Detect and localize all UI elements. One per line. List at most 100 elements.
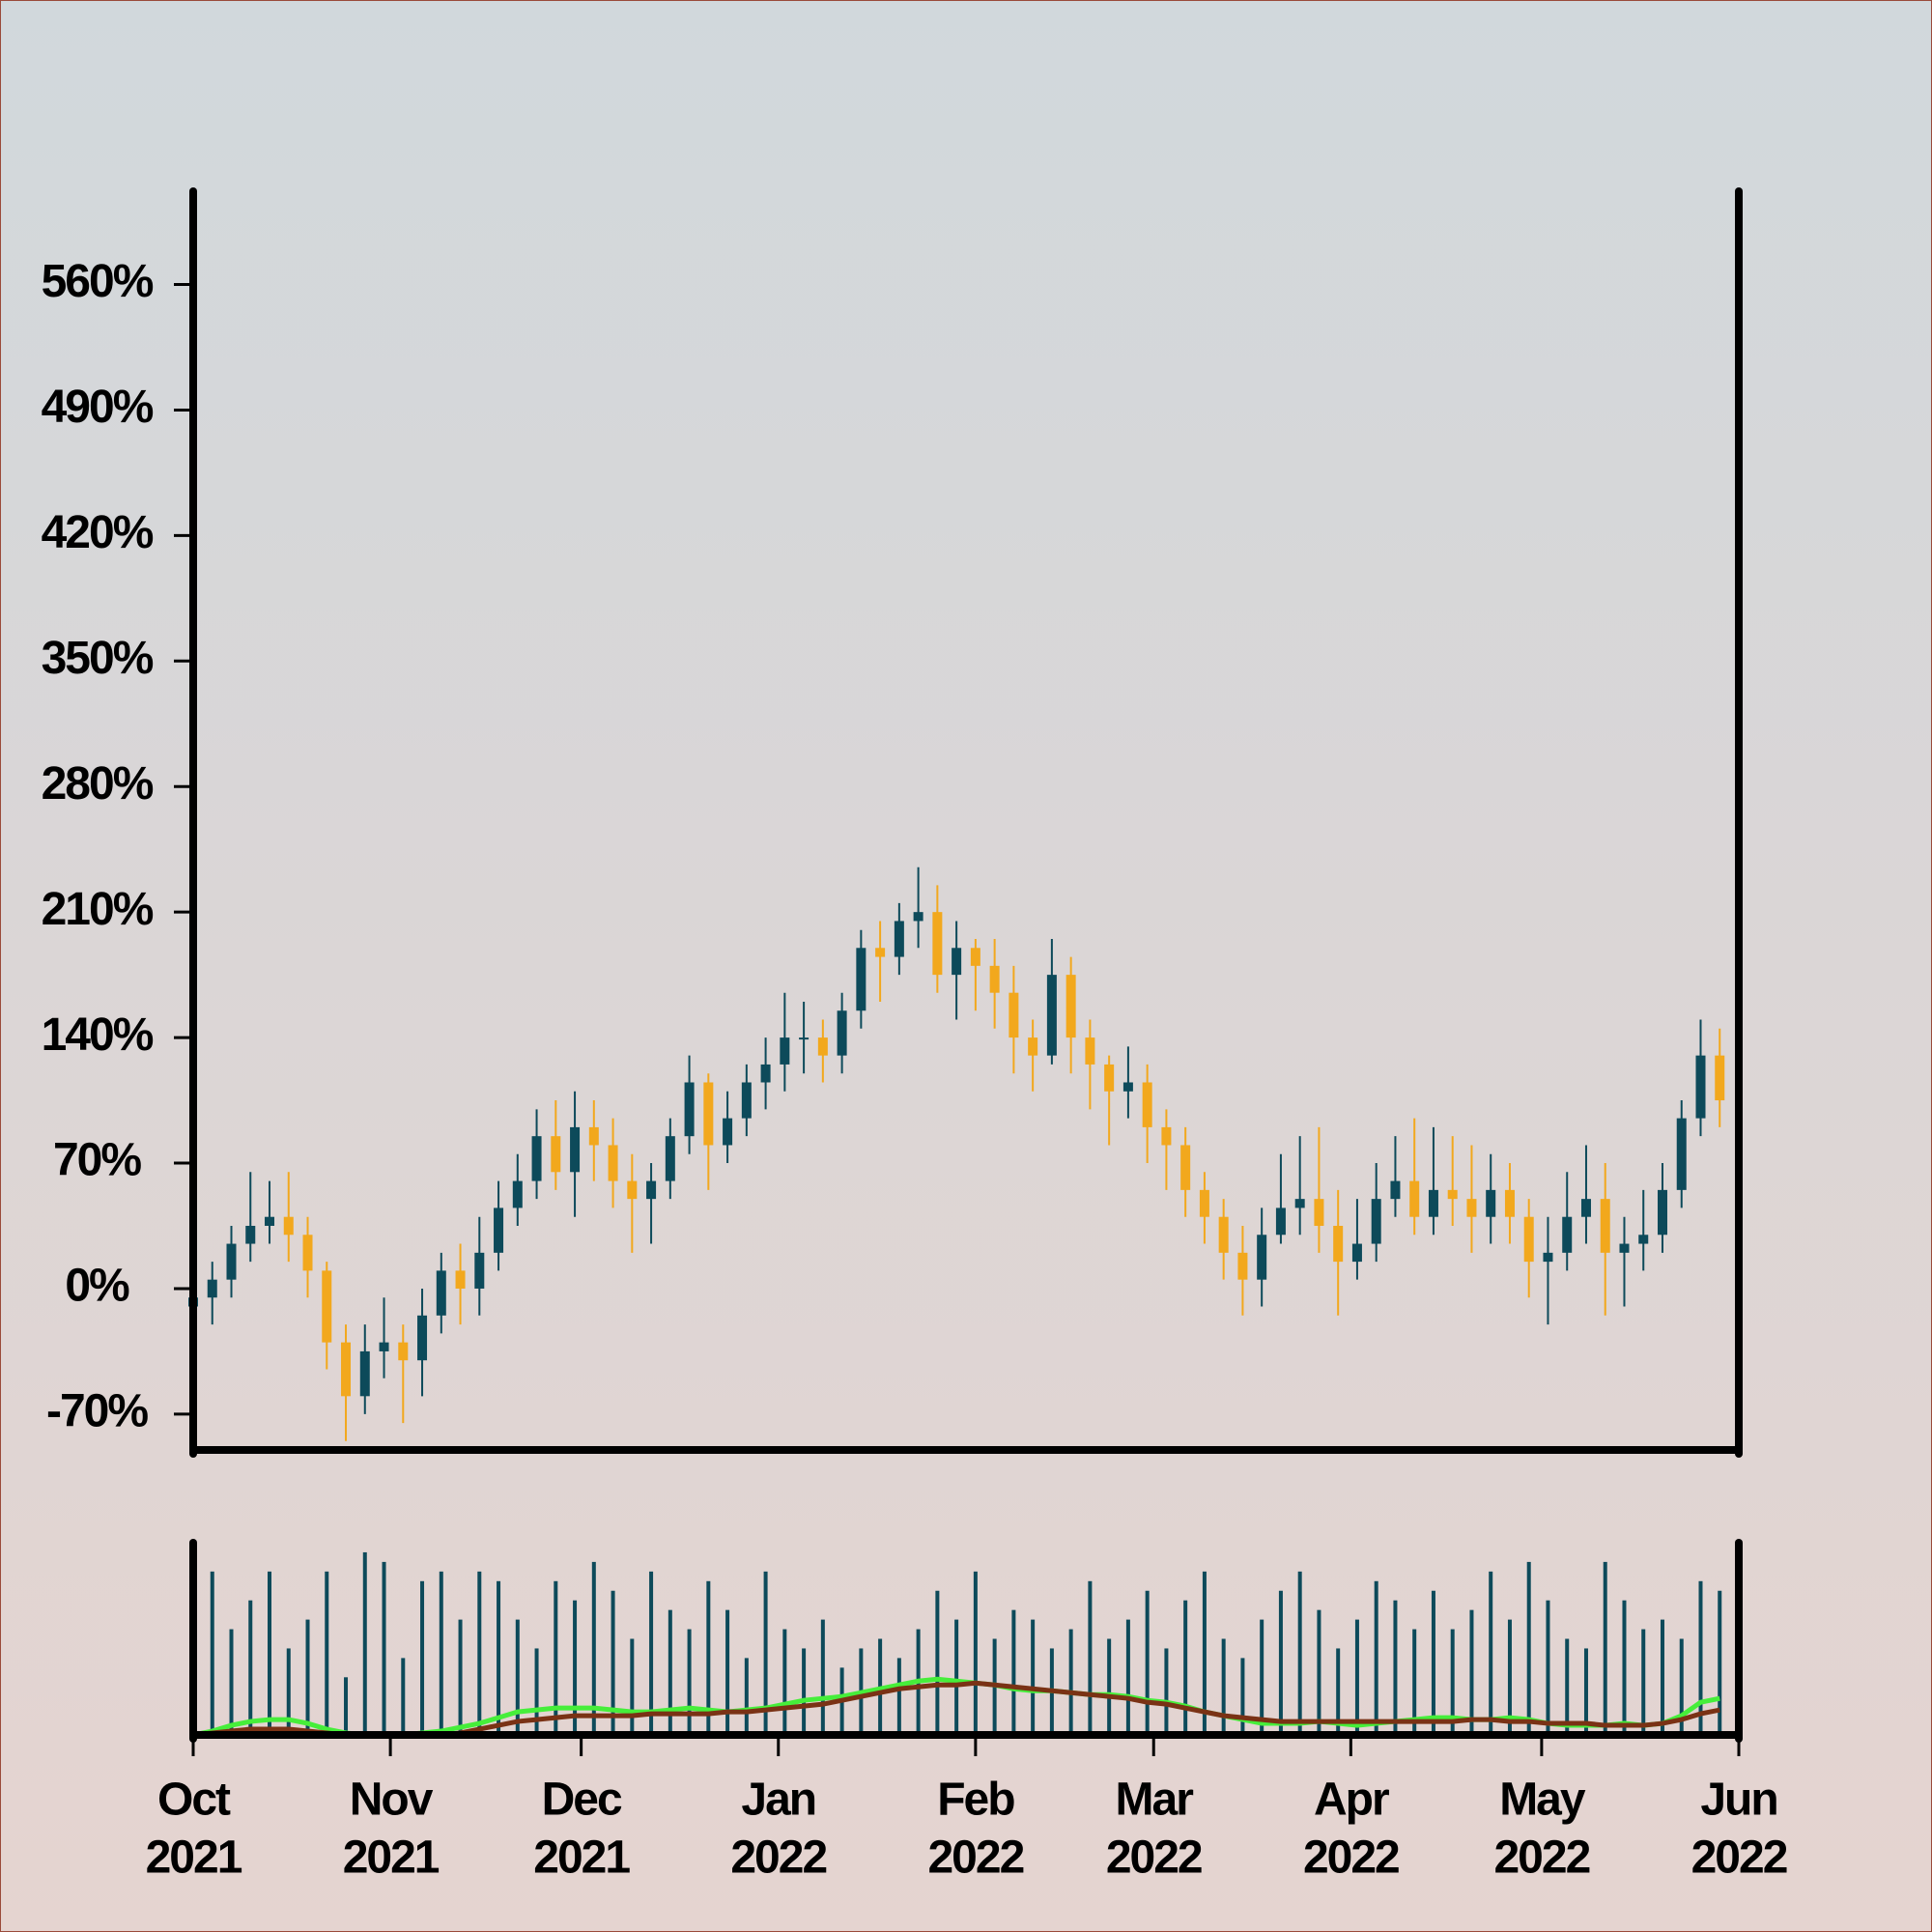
x-tick-label: 2022 bbox=[1691, 1833, 1787, 1884]
candle-body bbox=[703, 1082, 714, 1146]
volume-bar bbox=[1260, 1619, 1264, 1735]
volume-bar bbox=[935, 1590, 940, 1735]
candle-body bbox=[856, 948, 867, 1011]
candle-body bbox=[1009, 992, 1019, 1038]
candle-body bbox=[1104, 1064, 1115, 1092]
volume-bar bbox=[1068, 1629, 1073, 1735]
x-tick-label: Jun bbox=[1700, 1775, 1776, 1826]
volume-bar bbox=[1278, 1590, 1283, 1735]
volume-bar bbox=[362, 1551, 367, 1735]
y-tick-label: 560% bbox=[42, 256, 154, 307]
volume-bar bbox=[554, 1580, 558, 1735]
candle-body bbox=[551, 1136, 561, 1173]
candle-body bbox=[1122, 1082, 1133, 1092]
volume-bar bbox=[286, 1648, 291, 1735]
volume-bar bbox=[458, 1619, 463, 1735]
y-tick-label: 280% bbox=[42, 758, 154, 810]
volume-bar bbox=[649, 1571, 654, 1735]
volume-bar bbox=[1145, 1590, 1150, 1735]
volume-bar bbox=[1698, 1580, 1703, 1735]
candle-body bbox=[837, 1010, 847, 1056]
candle-body bbox=[1294, 1199, 1305, 1208]
volume-bar bbox=[305, 1619, 310, 1735]
candle-body bbox=[1715, 1055, 1725, 1101]
candle-body bbox=[1428, 1189, 1438, 1217]
candle-body bbox=[913, 912, 923, 922]
volume-bar bbox=[382, 1561, 386, 1735]
candle-body bbox=[665, 1136, 675, 1181]
volume-bar bbox=[1240, 1658, 1245, 1735]
candle-body bbox=[1351, 1243, 1362, 1263]
x-tick-label: Apr bbox=[1314, 1775, 1389, 1826]
y-tick-label: 210% bbox=[42, 884, 154, 935]
candle-body bbox=[875, 948, 886, 957]
candle-body bbox=[894, 921, 904, 957]
volume-bar bbox=[1583, 1648, 1588, 1735]
candle-body bbox=[646, 1180, 657, 1200]
volume-bar bbox=[763, 1571, 768, 1735]
candle-body bbox=[760, 1064, 771, 1083]
volume-bar bbox=[1202, 1571, 1207, 1735]
volume-bar bbox=[1374, 1580, 1378, 1735]
candle-body bbox=[436, 1270, 446, 1316]
x-tick-label: 2021 bbox=[343, 1833, 440, 1884]
candle-body bbox=[474, 1252, 485, 1289]
candle-body bbox=[341, 1342, 352, 1397]
candle-body bbox=[1333, 1225, 1344, 1263]
x-tick-label: 2021 bbox=[146, 1833, 242, 1884]
volume-bar bbox=[1393, 1600, 1398, 1735]
candle-body bbox=[799, 1037, 810, 1040]
candle-body bbox=[1371, 1199, 1381, 1244]
candle-body bbox=[455, 1270, 466, 1289]
candle-body bbox=[723, 1118, 733, 1146]
volume-bar bbox=[1088, 1580, 1093, 1735]
candle-body bbox=[1676, 1118, 1687, 1190]
volume-bar bbox=[1317, 1609, 1321, 1735]
candle-body bbox=[322, 1270, 332, 1343]
candle-body bbox=[379, 1342, 389, 1351]
x-tick-label: 2022 bbox=[1106, 1833, 1202, 1884]
volume-bar bbox=[248, 1600, 253, 1735]
candle-body bbox=[1142, 1082, 1152, 1127]
volume-bar bbox=[668, 1609, 672, 1735]
x-tick-label: 2022 bbox=[1303, 1833, 1399, 1884]
volume-bar bbox=[1622, 1600, 1627, 1735]
volume-bar bbox=[1660, 1619, 1664, 1735]
candle-body bbox=[531, 1136, 542, 1181]
candle-body bbox=[932, 912, 943, 976]
candle-body bbox=[1600, 1199, 1610, 1253]
volume-bar bbox=[1450, 1629, 1455, 1735]
volume-bar bbox=[325, 1571, 329, 1735]
y-tick-label: 0% bbox=[65, 1261, 129, 1312]
candle-body bbox=[588, 1126, 599, 1146]
candle-body bbox=[1619, 1243, 1630, 1253]
candle-body bbox=[1523, 1216, 1534, 1263]
y-tick-label: 70% bbox=[53, 1135, 141, 1186]
volume-bar bbox=[1297, 1571, 1302, 1735]
candle-body bbox=[1543, 1252, 1553, 1263]
x-tick-label: 2022 bbox=[927, 1833, 1023, 1884]
volume-bar bbox=[1011, 1609, 1016, 1735]
candle-body bbox=[1447, 1189, 1458, 1200]
volume-bar bbox=[1336, 1648, 1341, 1735]
candle-body bbox=[1466, 1199, 1477, 1217]
volume-bar bbox=[973, 1571, 978, 1735]
volume-bar bbox=[1526, 1561, 1531, 1735]
y-tick-label: -70% bbox=[46, 1386, 148, 1437]
candle-body bbox=[1409, 1180, 1420, 1217]
volume-bar bbox=[1164, 1648, 1169, 1735]
volume-bar bbox=[420, 1580, 425, 1735]
candle-body bbox=[608, 1145, 618, 1181]
volume-bar bbox=[1469, 1609, 1474, 1735]
candle-body bbox=[265, 1216, 275, 1226]
volume-bar bbox=[782, 1629, 787, 1735]
candle-body bbox=[226, 1243, 237, 1280]
candle-body bbox=[1695, 1055, 1706, 1119]
volume-bar bbox=[611, 1590, 615, 1735]
volume-bar bbox=[1412, 1629, 1417, 1735]
x-tick-label: 2022 bbox=[1493, 1833, 1589, 1884]
volume-bar bbox=[344, 1677, 349, 1735]
y-tick-label: 420% bbox=[42, 507, 154, 558]
